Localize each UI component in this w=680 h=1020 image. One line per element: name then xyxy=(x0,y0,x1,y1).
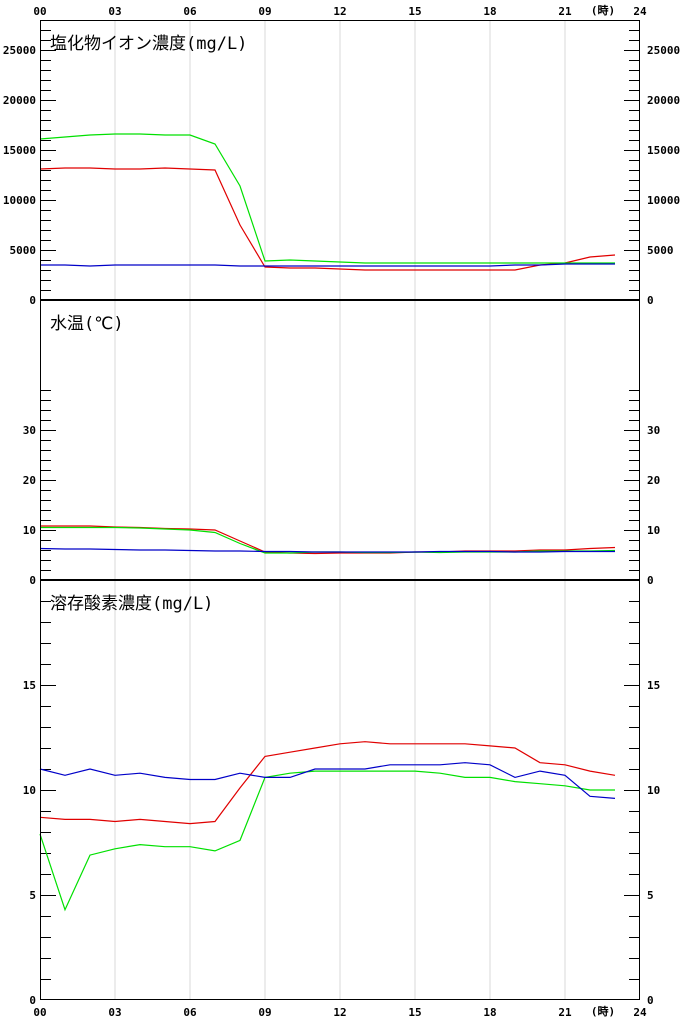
bottom-time-label: 21 xyxy=(558,1006,572,1019)
y-tick-label-left: 0 xyxy=(29,994,36,1007)
panel-title: 水温(℃) xyxy=(50,314,124,334)
series-line-blue xyxy=(39,762,616,799)
top-time-label: 09 xyxy=(258,5,271,18)
bottom-time-label: 24 xyxy=(633,1006,647,1019)
panel-frame xyxy=(40,300,640,580)
bottom-time-label: 06 xyxy=(183,1006,197,1019)
bottom-time-label: 00 xyxy=(33,1006,46,1019)
y-tick-label-right: 30 xyxy=(647,424,660,437)
y-tick-label-left: 20000 xyxy=(3,94,36,107)
y-tick-label-right: 0 xyxy=(647,574,654,587)
top-time-label: 06 xyxy=(183,5,197,18)
panel-frame xyxy=(40,20,640,300)
y-tick-label-left: 15000 xyxy=(3,144,36,157)
y-tick-label-right: 20 xyxy=(647,474,660,487)
top-time-label: 00 xyxy=(33,5,46,18)
y-tick-label-left: 0 xyxy=(29,574,36,587)
y-tick-label-right: 0 xyxy=(647,994,654,1007)
y-tick-label-right: 5 xyxy=(647,889,654,902)
top-hour-unit-label: (時) xyxy=(591,3,615,17)
series-line-green xyxy=(39,133,615,264)
y-tick-label-right: 10000 xyxy=(647,194,680,207)
series-line-blue xyxy=(40,263,615,267)
y-tick-label-left: 10000 xyxy=(3,194,36,207)
series-line-red xyxy=(39,741,616,825)
y-tick-label-left: 5 xyxy=(29,889,36,902)
y-tick-label-left: 15 xyxy=(23,679,36,692)
series-line-red xyxy=(39,167,616,271)
y-tick-label-left: 10 xyxy=(23,784,36,797)
y-tick-label-right: 10 xyxy=(647,524,660,537)
y-tick-label-right: 25000 xyxy=(647,44,680,57)
y-tick-label-right: 0 xyxy=(647,294,654,307)
panel-title: 溶存酸素濃度(mg/L) xyxy=(50,594,213,614)
top-time-label: 12 xyxy=(333,5,346,18)
y-tick-label-left: 10 xyxy=(23,524,36,537)
y-tick-label-left: 20 xyxy=(23,474,36,487)
top-time-label: 03 xyxy=(108,5,121,18)
y-tick-label-right: 20000 xyxy=(647,94,680,107)
bottom-time-label: 18 xyxy=(483,1006,496,1019)
top-time-label: 15 xyxy=(408,5,421,18)
bottom-time-label: 15 xyxy=(408,1006,421,1019)
y-tick-label-right: 10 xyxy=(647,784,660,797)
bottom-time-label: 12 xyxy=(333,1006,346,1019)
y-tick-label-left: 0 xyxy=(29,294,36,307)
series-line-green xyxy=(39,770,615,912)
y-tick-label-left: 30 xyxy=(23,424,36,437)
bottom-time-label: 03 xyxy=(108,1006,121,1019)
bottom-hour-unit-label: (時) xyxy=(591,1004,615,1018)
top-time-label: 24 xyxy=(633,5,647,18)
top-time-label: 18 xyxy=(483,5,496,18)
y-tick-label-right: 15 xyxy=(647,679,660,692)
top-time-label: 21 xyxy=(558,5,572,18)
y-tick-label-right: 15000 xyxy=(647,144,680,157)
panel-title: 塩化物イオン濃度(mg/L) xyxy=(50,34,247,54)
series-line-blue xyxy=(39,547,615,553)
panel-frame xyxy=(40,580,640,1000)
y-tick-label-left: 5000 xyxy=(10,244,37,257)
y-tick-label-left: 25000 xyxy=(3,44,36,57)
y-tick-label-right: 5000 xyxy=(647,244,674,257)
bottom-time-label: 09 xyxy=(258,1006,271,1019)
